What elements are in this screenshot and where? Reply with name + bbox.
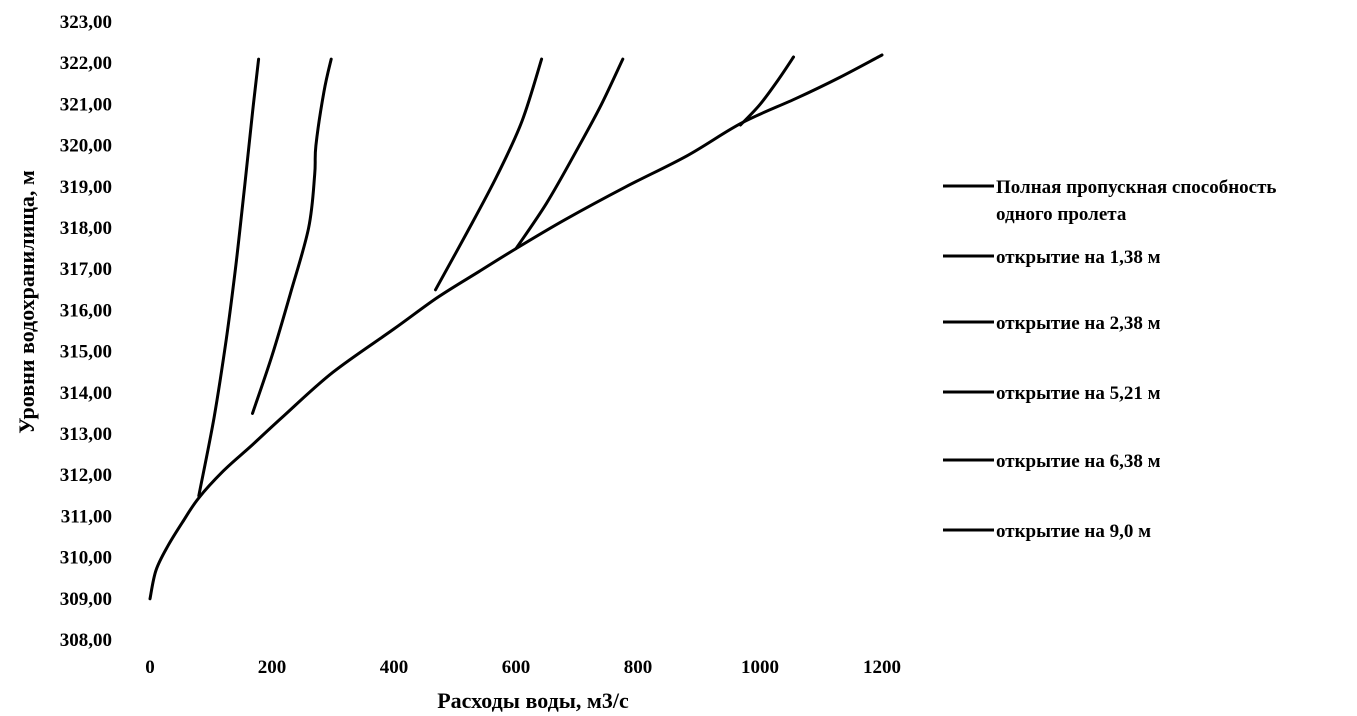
legend-label: открытие на 2,38 м <box>996 313 1161 334</box>
y-tick-label: 317,00 <box>60 259 112 280</box>
series-line-2 <box>197 57 261 498</box>
legend-label: открытие на 5,21 м <box>996 383 1161 404</box>
series-line-4 <box>434 57 544 292</box>
legend-label: одного пролета <box>996 204 1127 225</box>
y-tick-label: 321,00 <box>60 94 112 115</box>
y-axis-title: Уровни водохранилища, м <box>14 170 39 434</box>
plot-area <box>148 53 884 601</box>
y-tick-label: 311,00 <box>61 506 112 527</box>
x-tick-label: 0 <box>145 657 155 678</box>
y-tick-label: 316,00 <box>60 300 112 321</box>
series-line-5 <box>514 57 625 251</box>
x-tick-label: 800 <box>624 657 653 678</box>
y-tick-label: 309,00 <box>60 589 112 610</box>
x-tick-label: 200 <box>258 657 287 678</box>
y-tick-label: 313,00 <box>60 424 112 445</box>
x-tick-label: 400 <box>380 657 409 678</box>
legend: Полная пропускная способность одного прол… <box>943 177 1276 542</box>
series-line-6 <box>739 55 795 127</box>
x-axis-tick-labels: 0 200 400 600 800 1000 1200 <box>145 657 901 678</box>
x-tick-label: 1200 <box>863 657 901 678</box>
series-line-1 <box>148 53 884 601</box>
y-tick-label: 314,00 <box>60 383 112 404</box>
y-axis-tick-labels: 308,00 309,00 310,00 311,00 312,00 313,00 314,… <box>60 12 112 651</box>
y-tick-label: 308,00 <box>60 630 112 651</box>
y-tick-label: 318,00 <box>60 218 112 239</box>
y-tick-label: 322,00 <box>60 53 112 74</box>
y-tick-label: 310,00 <box>60 548 112 569</box>
y-tick-label: 312,00 <box>60 465 112 486</box>
legend-label: Полная пропускная способность <box>996 177 1276 198</box>
y-tick-label: 323,00 <box>60 12 112 33</box>
series-line-3 <box>251 57 333 415</box>
legend-label: открытие на 1,38 м <box>996 247 1161 268</box>
x-tick-label: 600 <box>502 657 531 678</box>
legend-label: открытие на 9,0 м <box>996 521 1151 542</box>
y-tick-label: 315,00 <box>60 342 112 363</box>
x-axis-title: Расходы воды, м3/с <box>437 688 629 713</box>
legend-label: открытие на 6,38 м <box>996 451 1161 472</box>
x-tick-label: 1000 <box>741 657 779 678</box>
y-tick-label: 319,00 <box>60 177 112 198</box>
y-tick-label: 320,00 <box>60 136 112 157</box>
